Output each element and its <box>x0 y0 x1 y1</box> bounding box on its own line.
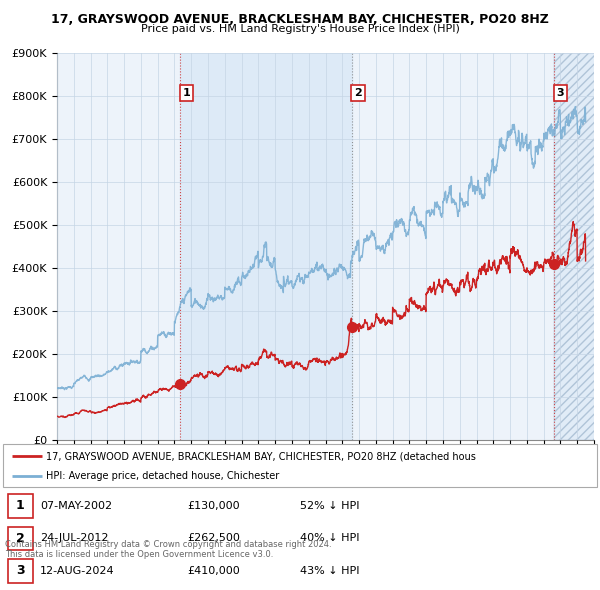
Bar <box>554 53 600 440</box>
Text: This data is licensed under the Open Government Licence v3.0.: This data is licensed under the Open Gov… <box>5 550 273 559</box>
Text: 52% ↓ HPI: 52% ↓ HPI <box>300 501 359 511</box>
Text: 2: 2 <box>16 532 25 545</box>
Text: 40% ↓ HPI: 40% ↓ HPI <box>300 533 359 543</box>
Text: 17, GRAYSWOOD AVENUE, BRACKLESHAM BAY, CHICHESTER, PO20 8HZ (detached hous: 17, GRAYSWOOD AVENUE, BRACKLESHAM BAY, C… <box>46 451 476 461</box>
Text: Contains HM Land Registry data © Crown copyright and database right 2024.: Contains HM Land Registry data © Crown c… <box>5 540 331 549</box>
Text: £130,000: £130,000 <box>187 501 240 511</box>
Text: 07-MAY-2002: 07-MAY-2002 <box>40 501 112 511</box>
Bar <box>8 494 33 517</box>
Bar <box>554 53 600 440</box>
Text: 3: 3 <box>16 564 25 578</box>
Text: Price paid vs. HM Land Registry's House Price Index (HPI): Price paid vs. HM Land Registry's House … <box>140 24 460 34</box>
Bar <box>8 559 33 582</box>
Text: 24-JUL-2012: 24-JUL-2012 <box>40 533 109 543</box>
Bar <box>181 53 352 440</box>
Text: 12-AUG-2024: 12-AUG-2024 <box>40 566 115 576</box>
Bar <box>8 527 33 550</box>
Text: 3: 3 <box>557 88 564 98</box>
Text: 1: 1 <box>16 499 25 513</box>
Text: 17, GRAYSWOOD AVENUE, BRACKLESHAM BAY, CHICHESTER, PO20 8HZ: 17, GRAYSWOOD AVENUE, BRACKLESHAM BAY, C… <box>51 13 549 26</box>
Text: 43% ↓ HPI: 43% ↓ HPI <box>300 566 359 576</box>
Text: £262,500: £262,500 <box>187 533 240 543</box>
Text: HPI: Average price, detached house, Chichester: HPI: Average price, detached house, Chic… <box>46 471 279 481</box>
Text: 1: 1 <box>183 88 191 98</box>
Text: £410,000: £410,000 <box>187 566 240 576</box>
Text: 2: 2 <box>354 88 362 98</box>
